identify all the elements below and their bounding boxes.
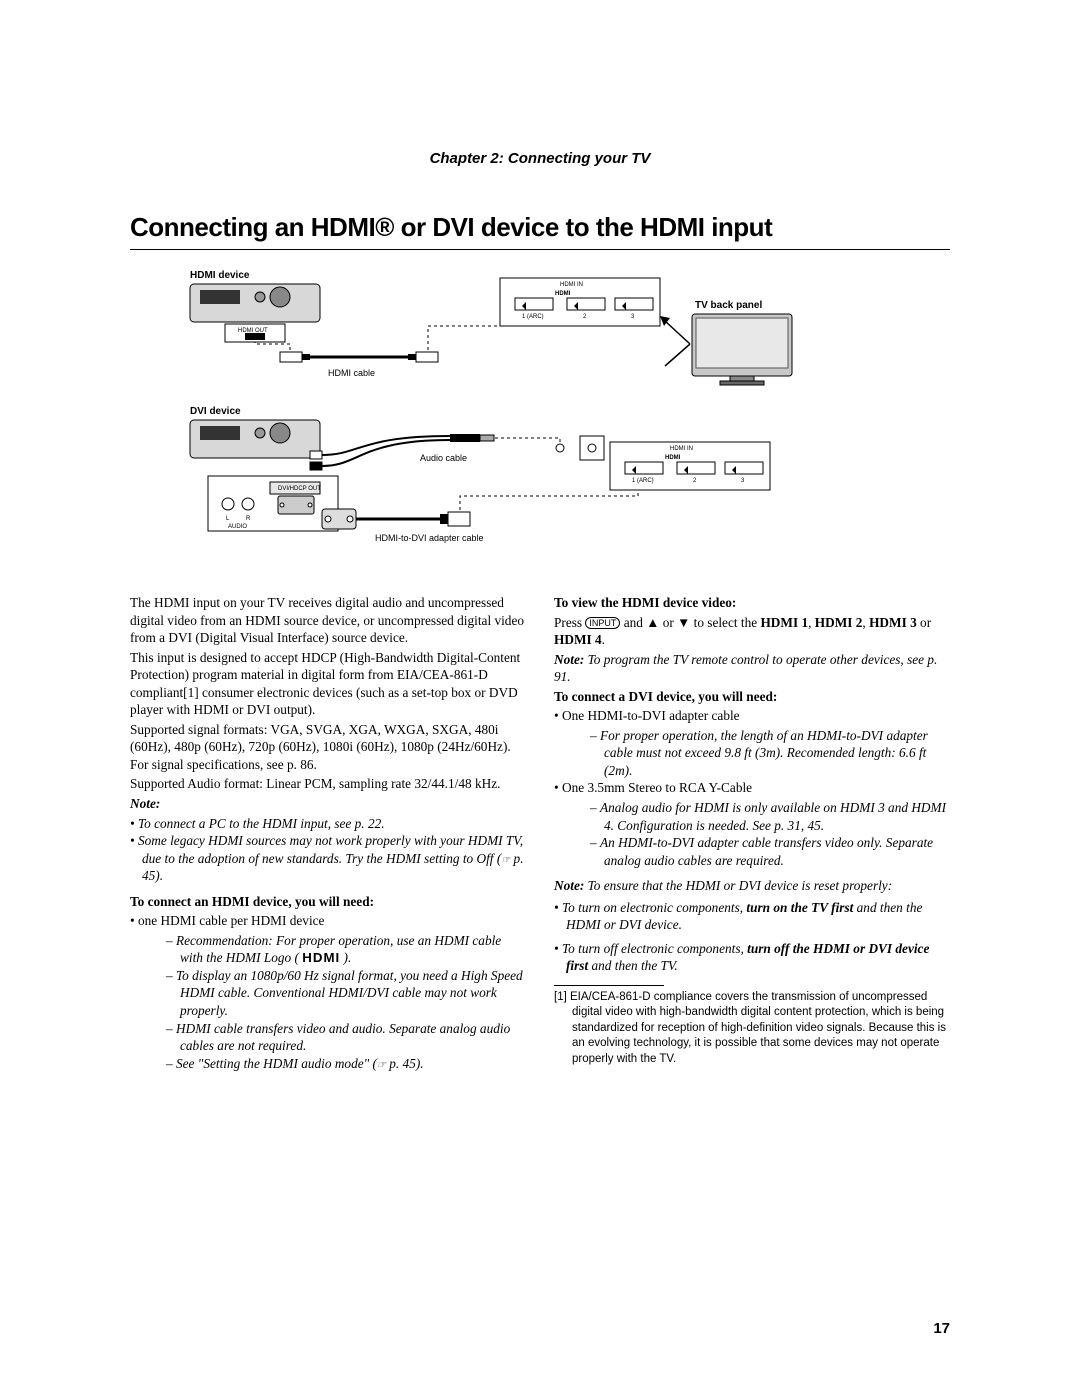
list-item: For proper operation, the length of an H… <box>590 727 950 780</box>
note-item: To connect a PC to the HDMI input, see p… <box>130 815 526 833</box>
note: Note: To ensure that the HDMI or DVI dev… <box>554 877 950 895</box>
body-columns: The HDMI input on your TV receives digit… <box>130 594 950 1072</box>
svg-text:HDMI-to-DVI adapter cable: HDMI-to-DVI adapter cable <box>375 533 484 543</box>
page-ref-icon: ☞ <box>377 1060 386 1071</box>
svg-text:DVI/HDCP OUT: DVI/HDCP OUT <box>278 486 321 492</box>
tv-hdmi-panel-top: HDMI IN HDMI 1 (ARC) 2 3 <box>500 278 660 326</box>
subhead: To connect an HDMI device, you will need… <box>130 894 374 909</box>
svg-text:HDMI IN: HDMI IN <box>670 446 693 452</box>
list-item: One HDMI-to-DVI adapter cable For proper… <box>554 707 950 779</box>
subhead: To connect a DVI device, you will need: <box>554 689 777 704</box>
svg-text:AUDIO: AUDIO <box>228 524 247 530</box>
tv-back-panel-label: TV back panel <box>695 300 762 311</box>
list-item: To display an 1080p/60 Hz signal format,… <box>166 967 526 1020</box>
footnote: [1] EIA/CEA-861-D compliance covers the … <box>554 990 950 1068</box>
para: Supported signal formats: VGA, SVGA, XGA… <box>130 721 526 774</box>
list-item: To turn off electronic components, turn … <box>554 940 950 975</box>
hdmi-device-label: HDMI device <box>190 270 250 281</box>
right-column: To view the HDMI device video: Press INP… <box>554 594 950 1072</box>
list-item: To turn on electronic components, turn o… <box>554 899 950 934</box>
list-item: See "Setting the HDMI audio mode" (☞ p. … <box>166 1055 526 1073</box>
dvi-source-device: DVI/HDCP OUT L R AUDIO <box>190 420 338 531</box>
footnote-rule <box>554 985 664 986</box>
input-button-icon: INPUT <box>585 617 620 630</box>
svg-text:HDMI: HDMI <box>665 455 681 461</box>
page-number: 17 <box>933 1320 950 1337</box>
hdmi-source-device: HDMI OUT <box>190 284 320 342</box>
need-list: One HDMI-to-DVI adapter cable For proper… <box>554 707 950 869</box>
list-item: Recommendation: For proper operation, us… <box>166 932 526 967</box>
note-list: To turn on electronic components, turn o… <box>554 899 950 975</box>
svg-text:HDMI: HDMI <box>555 291 571 297</box>
para: The HDMI input on your TV receives digit… <box>130 594 526 647</box>
tv-hdmi-panel-bottom: HDMI IN HDMI 1 (ARC) 2 3 <box>610 442 770 490</box>
hdmi-dvi-adapter-cable: HDMI-to-DVI adapter cable <box>322 480 642 543</box>
chapter-header: Chapter 2: Connecting your TV <box>130 150 950 167</box>
list-item: An HDMI-to-DVI adapter cable transfers v… <box>590 834 950 869</box>
para: This input is designed to accept HDCP (H… <box>130 649 526 719</box>
note-item: Some legacy HDMI sources may not work pr… <box>130 832 526 885</box>
note-label: Note: <box>130 795 526 813</box>
list-item: One 3.5mm Stereo to RCA Y-Cable Analog a… <box>554 779 950 869</box>
para: Supported Audio format: Linear PCM, samp… <box>130 775 526 793</box>
svg-text:1 (ARC): 1 (ARC) <box>632 478 654 484</box>
svg-text:HDMI cable: HDMI cable <box>328 368 375 378</box>
svg-text:R: R <box>246 516 251 522</box>
svg-text:HDMI IN: HDMI IN <box>560 282 583 288</box>
note: Note: To program the TV remote control t… <box>554 651 950 686</box>
subhead: To view the HDMI device video: <box>554 595 736 610</box>
title-rule <box>130 249 950 250</box>
tv-back-panel-icon <box>692 314 792 385</box>
dvi-device-label: DVI device <box>190 406 241 417</box>
page-ref-icon: ☞ <box>501 855 510 866</box>
connection-diagram: HDMI device HDMI OUT HDMI cable HDMI IN … <box>130 266 950 566</box>
hdmi-logo-icon: HDMI <box>302 950 340 965</box>
svg-text:Audio cable: Audio cable <box>420 453 467 463</box>
audio-cable: Audio cable <box>310 434 570 470</box>
list-item: HDMI cable transfers video and audio. Se… <box>166 1020 526 1055</box>
left-column: The HDMI input on your TV receives digit… <box>130 594 526 1072</box>
list-item: one HDMI cable per HDMI device Recommend… <box>130 912 526 1072</box>
need-list: one HDMI cable per HDMI device Recommend… <box>130 912 526 1072</box>
note-list: To connect a PC to the HDMI input, see p… <box>130 815 526 885</box>
page-title: Connecting an HDMI® or DVI device to the… <box>130 212 950 243</box>
list-item: Analog audio for HDMI is only available … <box>590 799 950 834</box>
svg-text:1 (ARC): 1 (ARC) <box>522 314 544 320</box>
para: Press INPUT and ▲ or ▼ to select the HDM… <box>554 614 950 649</box>
